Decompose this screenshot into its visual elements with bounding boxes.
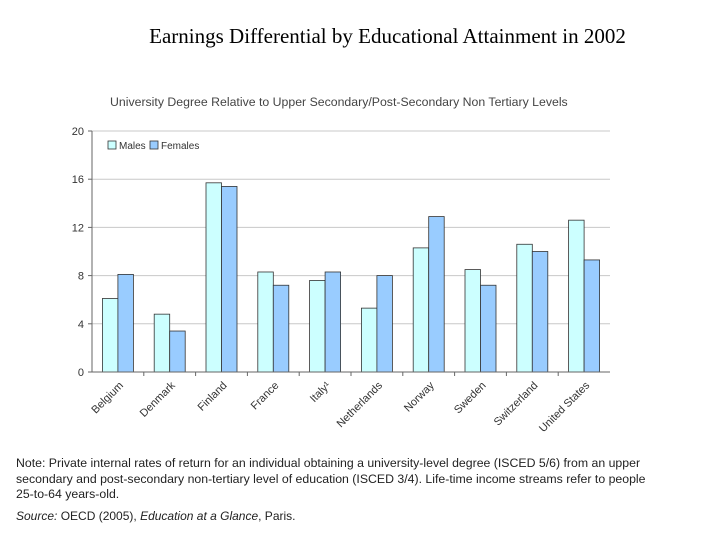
footnote-note: Note: Private internal rates of return f… <box>16 456 646 501</box>
axes <box>91 131 610 376</box>
chart-title: University Degree Relative to Upper Seco… <box>110 95 568 109</box>
bar-males <box>257 271 274 373</box>
x-tick-label: Denmark <box>138 379 178 419</box>
source-publication: Education at a Glance <box>140 509 259 523</box>
bar-males <box>516 243 533 373</box>
x-tick-label: Netherlands <box>335 379 386 430</box>
bar-females <box>221 186 238 373</box>
bar-males <box>464 269 481 373</box>
x-tick-label: United States <box>537 379 593 435</box>
x-axis-labels: Belgium Denmark Finland France Italy¹ Netherl… <box>89 379 592 435</box>
x-tick-label: Italy¹ <box>308 379 334 405</box>
y-tick-label: 12 <box>72 222 84 234</box>
bar-females <box>376 275 393 373</box>
bar-females <box>169 330 186 373</box>
bar-females <box>531 251 549 373</box>
legend-label-males: Males <box>119 141 146 152</box>
source-city: , Paris. <box>258 509 296 523</box>
bar-females <box>117 273 134 373</box>
bar-females <box>272 284 290 373</box>
y-tick-label: 0 <box>78 367 84 379</box>
bar-males <box>568 219 585 373</box>
y-tick-label: 8 <box>78 271 84 283</box>
bar-males <box>205 182 222 373</box>
bar-females <box>480 284 497 373</box>
y-axis-ticks: 0 4 8 12 16 20 <box>72 126 92 379</box>
x-tick-label: Sweden <box>452 380 489 417</box>
source-label: Source: <box>16 509 58 523</box>
x-tick-label: Switzerland <box>492 380 541 429</box>
x-tick-label: Finland <box>196 380 230 414</box>
y-tick-label: 16 <box>72 174 84 186</box>
slide-title: Earnings Differential by Educational Att… <box>149 24 626 48</box>
footnote-source: Source: OECD (2005), Education at a Glan… <box>16 509 295 523</box>
bar-males <box>102 298 119 373</box>
legend: Males Females <box>107 140 199 152</box>
x-tick-label: France <box>249 380 282 413</box>
bar-females <box>324 271 342 373</box>
bar-males <box>153 313 171 373</box>
bar-males <box>360 307 378 373</box>
y-tick-label: 20 <box>72 126 84 138</box>
legend-swatch-males <box>107 140 117 150</box>
x-tick-label: Norway <box>402 379 437 414</box>
legend-swatch-females <box>149 140 159 150</box>
bar-females <box>428 216 445 373</box>
bar-females <box>583 259 600 373</box>
legend-label-females: Females <box>161 141 199 152</box>
source-text: OECD (2005), <box>57 509 141 523</box>
bar-males <box>412 247 430 373</box>
bar-males <box>309 280 326 373</box>
bars <box>102 182 600 373</box>
x-tick-label: Belgium <box>89 380 126 417</box>
y-tick-label: 4 <box>78 319 84 331</box>
